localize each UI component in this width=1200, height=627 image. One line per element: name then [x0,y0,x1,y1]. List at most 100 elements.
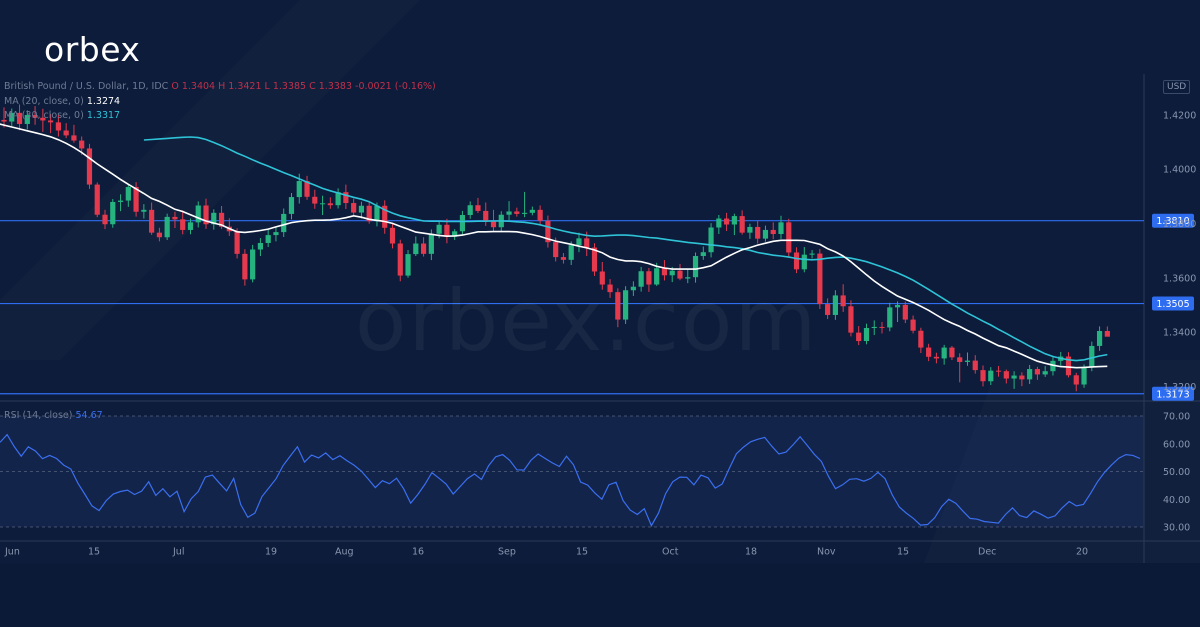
axes: 1.4200 1.4000 1.3800 1.3600 1.3400 1.3200 70.0… [4,110,1196,557]
candle-bear [180,219,186,230]
ohlc-readout: O 1.3404 H 1.3421 L 1.3385 C 1.3383 -0.0… [171,81,436,92]
candle-bull [1042,371,1048,375]
candle-bear [304,181,310,197]
ma20-line [0,123,1108,369]
candle-bear [351,203,357,213]
instrument-name: British Pound / U.S. Dollar, 1D, IDC [4,81,169,92]
candle-bull [288,197,295,214]
rsi-legend[interactable]: RSI (14, close) 54.67 [4,410,103,421]
candle-bear [879,326,885,328]
candle-bear [48,120,54,123]
time-tick-label: 19 [265,547,277,558]
candle-bull [778,222,784,235]
candle-bull [281,213,287,233]
candle-bear [63,130,69,136]
rsi-value: 54.67 [75,410,103,421]
candle-bear [420,243,427,254]
brand-logo: orbex [44,30,141,69]
ma20-legend[interactable]: MA (20, close, 0) 1.3274 [4,96,120,107]
candle-bear [995,370,1002,372]
candle-bull [335,192,341,206]
candle-bull [1081,366,1087,385]
candle-bull [964,360,971,362]
candle-bull [716,218,722,228]
time-tick-label: Oct [662,547,679,558]
candle-bear [677,270,683,279]
time-tick-label: 18 [745,547,757,558]
candle-bull [319,203,326,205]
candle-bear [483,210,489,221]
currency-badge[interactable]: USD [1163,80,1191,94]
candle-bear [724,218,730,225]
candle-bull [1096,330,1103,346]
rsi-panel [0,433,1141,527]
candle-bull [265,235,271,243]
candle-bear [661,268,668,276]
candle-bull [164,216,170,238]
candle-bull [521,212,528,214]
candle-bear [397,243,403,276]
time-tick-label: 15 [576,547,588,558]
candle-bull [257,242,264,250]
ma20-value: 1.3274 [86,96,121,107]
price-tick-label: 1.3800 [1163,219,1196,230]
candle-bull [630,286,636,291]
candle-bear [312,196,318,204]
candle-bull [141,209,147,212]
candle-bear [444,224,450,237]
moving-averages [0,123,1108,369]
time-tick-label: 20 [1076,547,1088,558]
rsi-label: RSI (14, close) [4,410,73,421]
candle-bear [32,115,38,118]
candle-bull [1011,375,1017,379]
candle-bull [654,268,660,285]
candle-bear [366,205,372,222]
candle-bear [1019,375,1025,380]
candle-bear [327,203,333,206]
candle-bear [1003,371,1009,379]
candle-bear [102,214,108,225]
level-label: 1.3173 [1156,389,1189,400]
time-tick-label: 15 [897,547,909,558]
candle-bear [926,347,932,357]
candle-bull [731,216,737,225]
candle-bear [972,360,978,371]
candle-bull [413,243,419,255]
candle-bear [40,117,46,121]
candle-bear [475,205,481,211]
candle-bull [669,270,675,276]
footer-band [0,563,1200,627]
candle-bull [863,328,870,342]
candle-bull [24,115,30,124]
ma30-label: MA (30, close, 0) [4,110,84,121]
time-tick-label: Dec [978,547,996,558]
rsi-line [0,433,1141,527]
candle-bull [809,253,815,255]
candle-bull [459,214,466,232]
candle-bear [389,227,396,244]
time-tick-label: Nov [817,547,836,558]
level-label: 1.3505 [1156,299,1189,310]
rsi-tick-label: 30.00 [1163,523,1190,534]
candle-bear [218,212,225,227]
candle-bull [988,370,994,382]
candle-bear [79,140,85,149]
price-tick-label: 1.3600 [1163,273,1196,284]
candle-bull [708,227,714,253]
candle-bear [203,205,209,225]
candle-bull [195,205,201,223]
candle-bear [1073,375,1079,385]
level-label-bg [1152,296,1194,311]
candle-bull [110,201,116,225]
ma30-legend[interactable]: MA (30, close, 0) 1.3317 [4,110,120,121]
candle-bear [599,271,605,285]
candle-bear [918,330,924,348]
candle-bear [646,271,652,285]
candle-bear [848,306,854,333]
candle-bear [156,232,162,238]
candle-bull [832,295,838,315]
candle-bear [1065,356,1072,376]
candle-bull [623,290,629,320]
candle-bull [405,254,411,276]
